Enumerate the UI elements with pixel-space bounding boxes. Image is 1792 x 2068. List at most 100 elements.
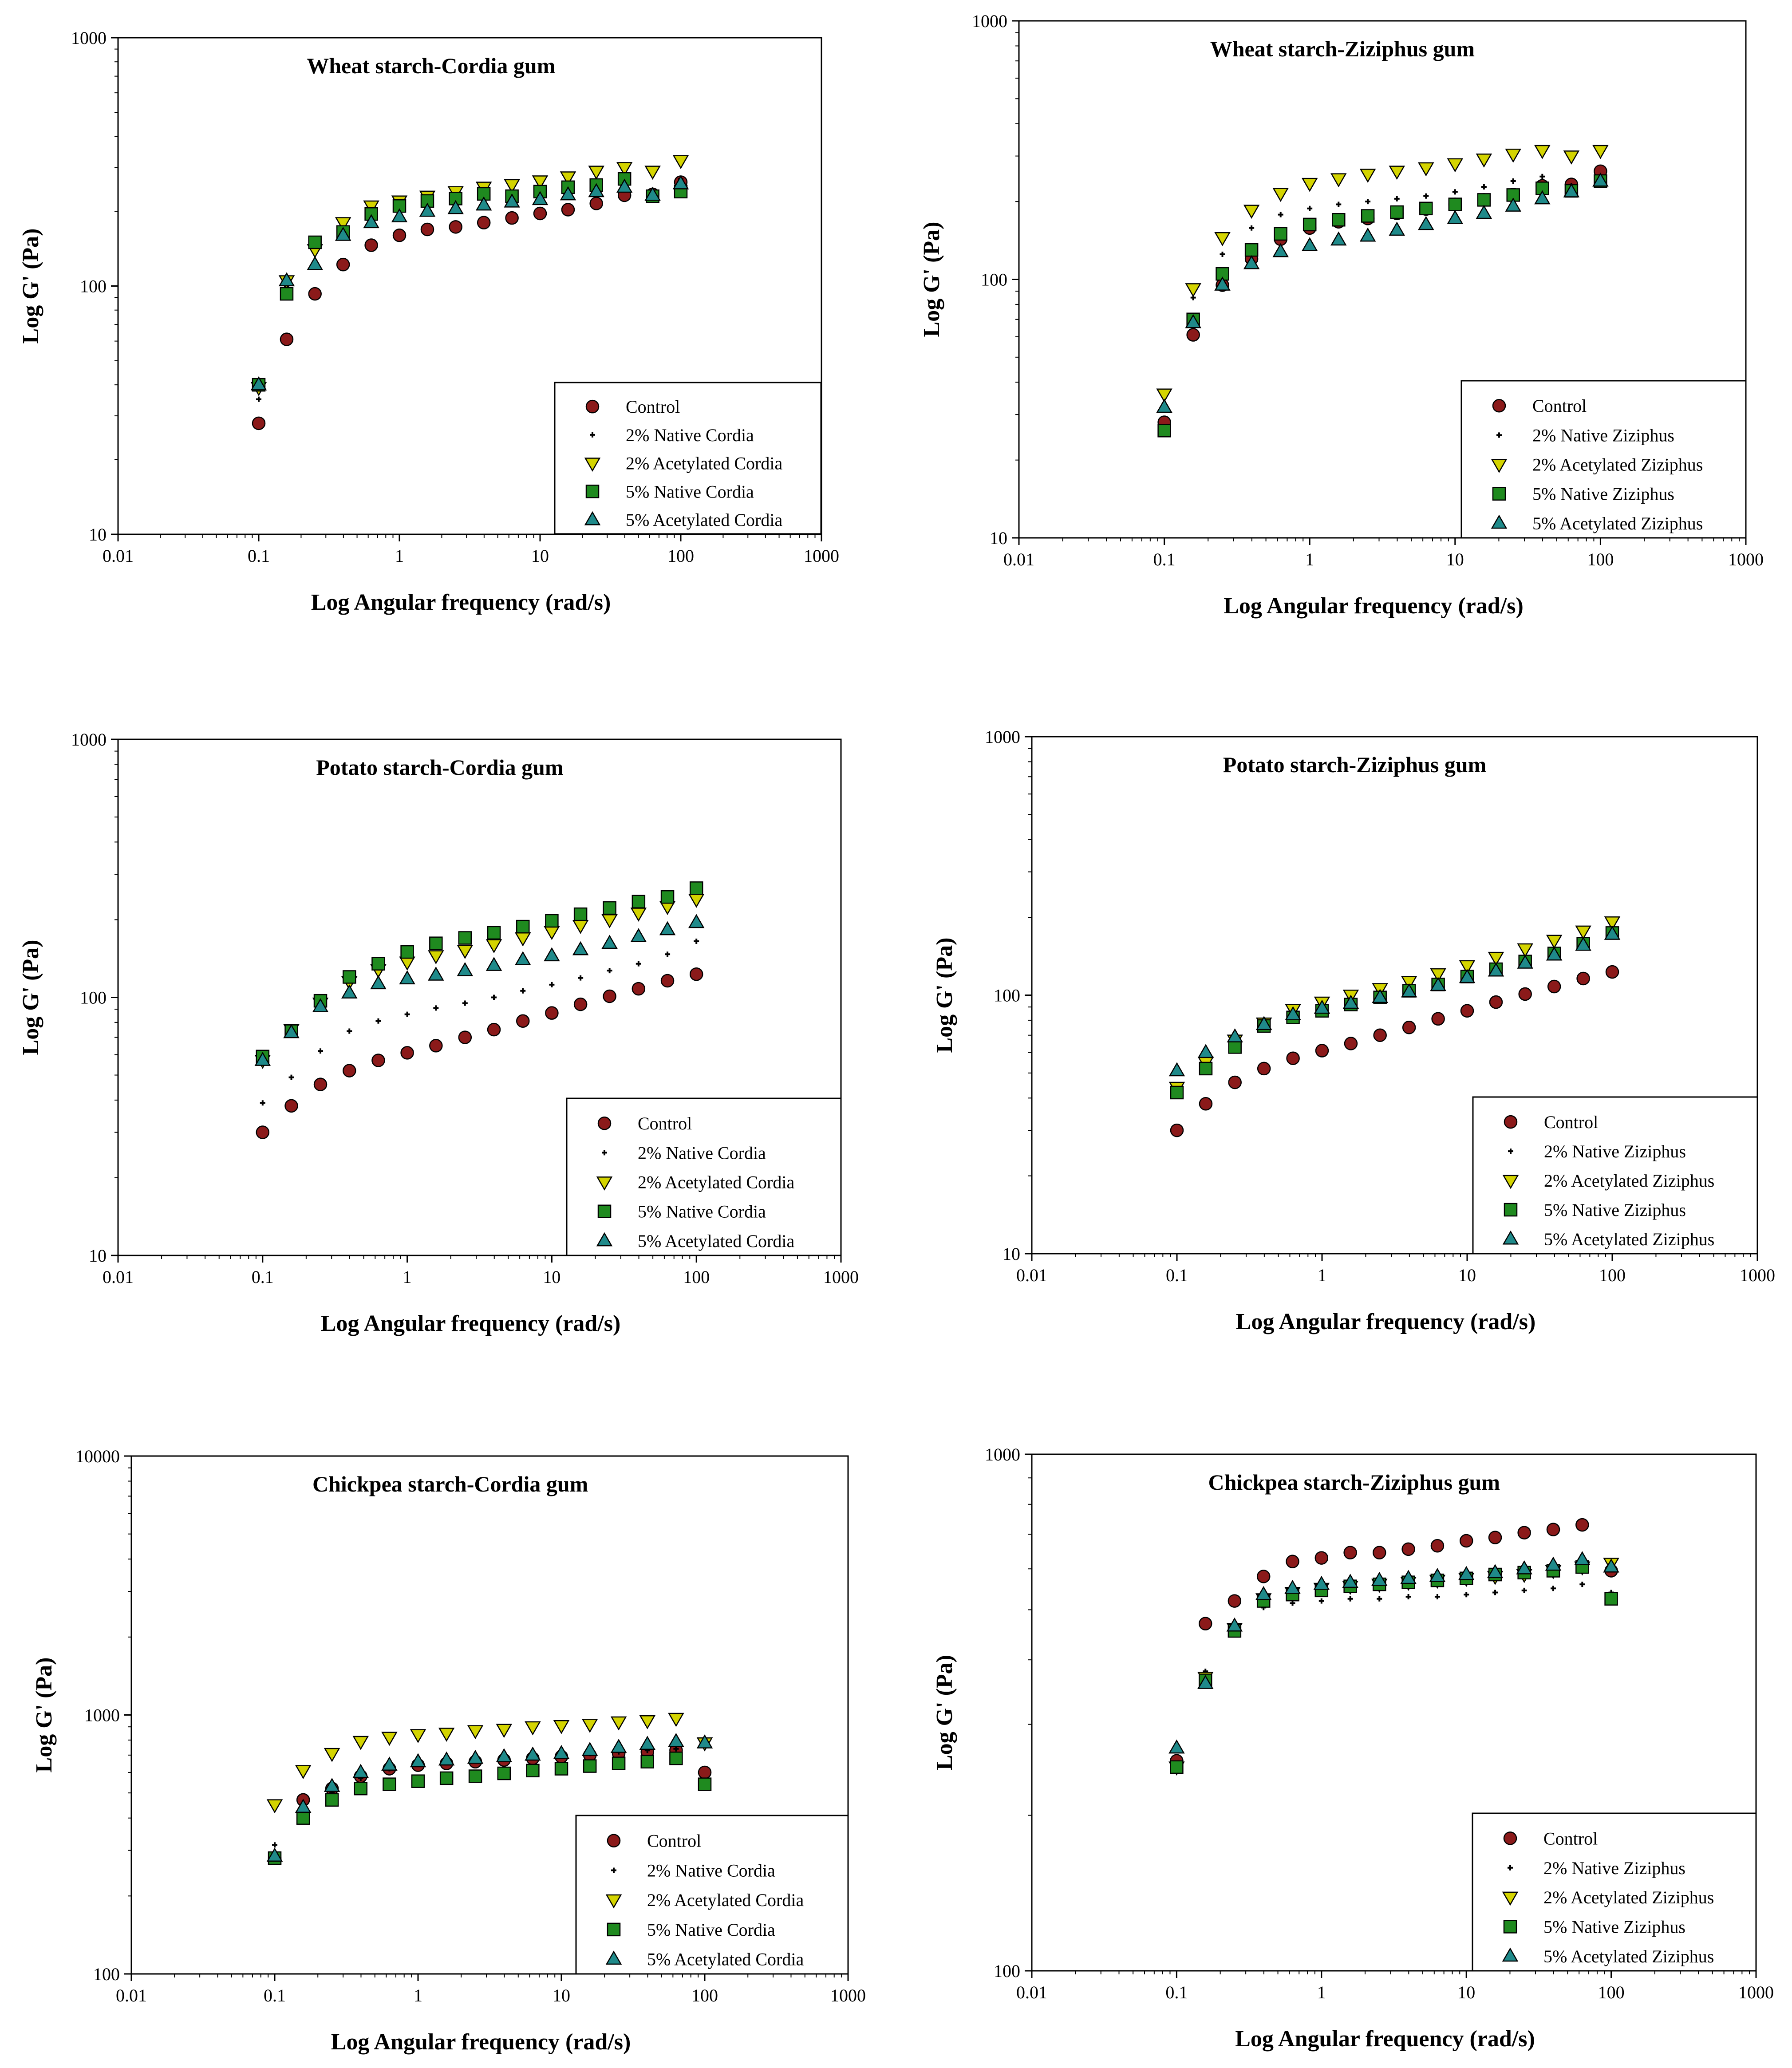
data-point [1168, 1739, 1185, 1754]
x-tick-label: 1000 [1738, 1982, 1774, 2002]
data-point [1517, 1526, 1531, 1539]
legend-label: Control [1532, 396, 1587, 416]
data-point [307, 256, 323, 270]
data-point [1315, 1044, 1329, 1058]
data-point [668, 1733, 684, 1747]
legend-marker [596, 1176, 613, 1191]
data-point [381, 1756, 398, 1771]
data-point [526, 1764, 540, 1778]
data-point [252, 416, 266, 430]
data-point [505, 211, 519, 225]
data-point [420, 222, 434, 237]
data-point [1459, 960, 1476, 975]
legend-marker [1504, 1115, 1518, 1129]
data-point [375, 1018, 381, 1024]
data-point [335, 226, 351, 241]
data-point [496, 1748, 513, 1762]
data-point [439, 1771, 454, 1785]
data-point [1476, 205, 1492, 219]
data-point [1389, 166, 1405, 180]
data-point [610, 1739, 627, 1753]
data-point [1489, 995, 1503, 1009]
data-point [673, 1746, 679, 1752]
data-point [696, 1734, 713, 1748]
data-point [278, 272, 295, 287]
y-tick-label: 100 [80, 276, 107, 296]
legend-marker [585, 399, 600, 414]
data-point [640, 1755, 655, 1769]
y-tick-label: 1000 [972, 11, 1007, 31]
legend-label: 2% Native Cordia [647, 1860, 775, 1880]
data-point [560, 171, 576, 186]
legend-label: 5% Native Ziziphus [1532, 484, 1674, 504]
data-point [545, 1006, 559, 1020]
data-point [514, 951, 531, 965]
data-point [457, 945, 474, 959]
data-point [553, 1744, 570, 1759]
x-tick-label: 1 [1317, 1982, 1326, 2002]
legend: Control 2% Native Ziziphus 2% Acetylated Z… [1472, 1096, 1758, 1255]
y-tick-label: 100 [994, 1961, 1020, 1981]
series-5 [1168, 925, 1621, 1077]
data-point [1400, 1570, 1417, 1584]
chart-panel-5: 0.01 0.1 1 10 100 1000 100 1000 10000 Chickpea st… [32, 1446, 866, 2055]
data-point [1430, 977, 1446, 991]
data-point [601, 914, 618, 928]
data-point [468, 1769, 482, 1783]
series-3 [254, 893, 705, 1069]
data-point [335, 217, 351, 231]
legend-label: 5% Acetylated Ziziphus [1543, 1946, 1714, 1966]
legend-label: Control [647, 1831, 701, 1851]
x-tick-label: 100 [1587, 549, 1614, 569]
data-point [1459, 969, 1476, 983]
y-axis-label: Log G' (Pa) [932, 1655, 957, 1770]
data-point [1521, 1587, 1527, 1593]
data-point [583, 1759, 597, 1773]
x-tick-label: 100 [1598, 1982, 1625, 2002]
data-point [581, 1741, 598, 1756]
data-point [438, 1728, 455, 1742]
data-point [532, 175, 549, 190]
chart-panel-6: 0.01 0.1 1 10 100 1000 100 1000 Chickpea starch-… [932, 1444, 1774, 2052]
data-point [449, 220, 462, 234]
series-1 [256, 967, 703, 1139]
data-point [341, 984, 358, 999]
series-5 [266, 1733, 713, 1862]
chart-title: Chickpea starch-Ziziphus gum [1208, 1470, 1500, 1495]
data-point [1517, 955, 1533, 969]
data-point [1377, 1596, 1382, 1602]
data-point [318, 1048, 324, 1054]
data-point [1534, 190, 1551, 205]
legend-label: Control [1543, 1828, 1598, 1848]
data-point [400, 1046, 414, 1060]
data-point [1226, 1617, 1243, 1632]
x-axis-label: Log Angular frequency (rad/s) [311, 590, 611, 615]
x-axis-label: Log Angular frequency (rad/s) [1224, 593, 1524, 619]
data-point [1518, 987, 1532, 1001]
data-point [1418, 162, 1434, 177]
data-point [1487, 1564, 1504, 1579]
legend-marker [602, 1150, 607, 1156]
data-point [1517, 943, 1533, 958]
data-point [1510, 178, 1516, 184]
legend-label: 2% Acetylated Cordia [638, 1172, 794, 1192]
data-point [370, 975, 387, 990]
data-point [1534, 145, 1551, 159]
data-point [1574, 1551, 1591, 1566]
x-tick-label: 0.1 [248, 546, 270, 566]
legend-marker [1502, 1947, 1519, 1962]
chart-title: Potato starch-Cordia gum [316, 755, 563, 780]
data-point [630, 928, 647, 942]
data-point [1476, 153, 1492, 168]
data-point [1342, 1574, 1358, 1588]
data-point [644, 166, 661, 180]
data-point [610, 1716, 627, 1731]
data-point [1347, 1596, 1353, 1602]
data-point [1303, 217, 1317, 232]
data-point [283, 1024, 300, 1038]
data-point [1186, 328, 1200, 342]
legend-marker [1508, 1865, 1513, 1871]
data-point [266, 1847, 283, 1862]
data-point [467, 1725, 484, 1740]
data-point [1464, 1592, 1469, 1598]
